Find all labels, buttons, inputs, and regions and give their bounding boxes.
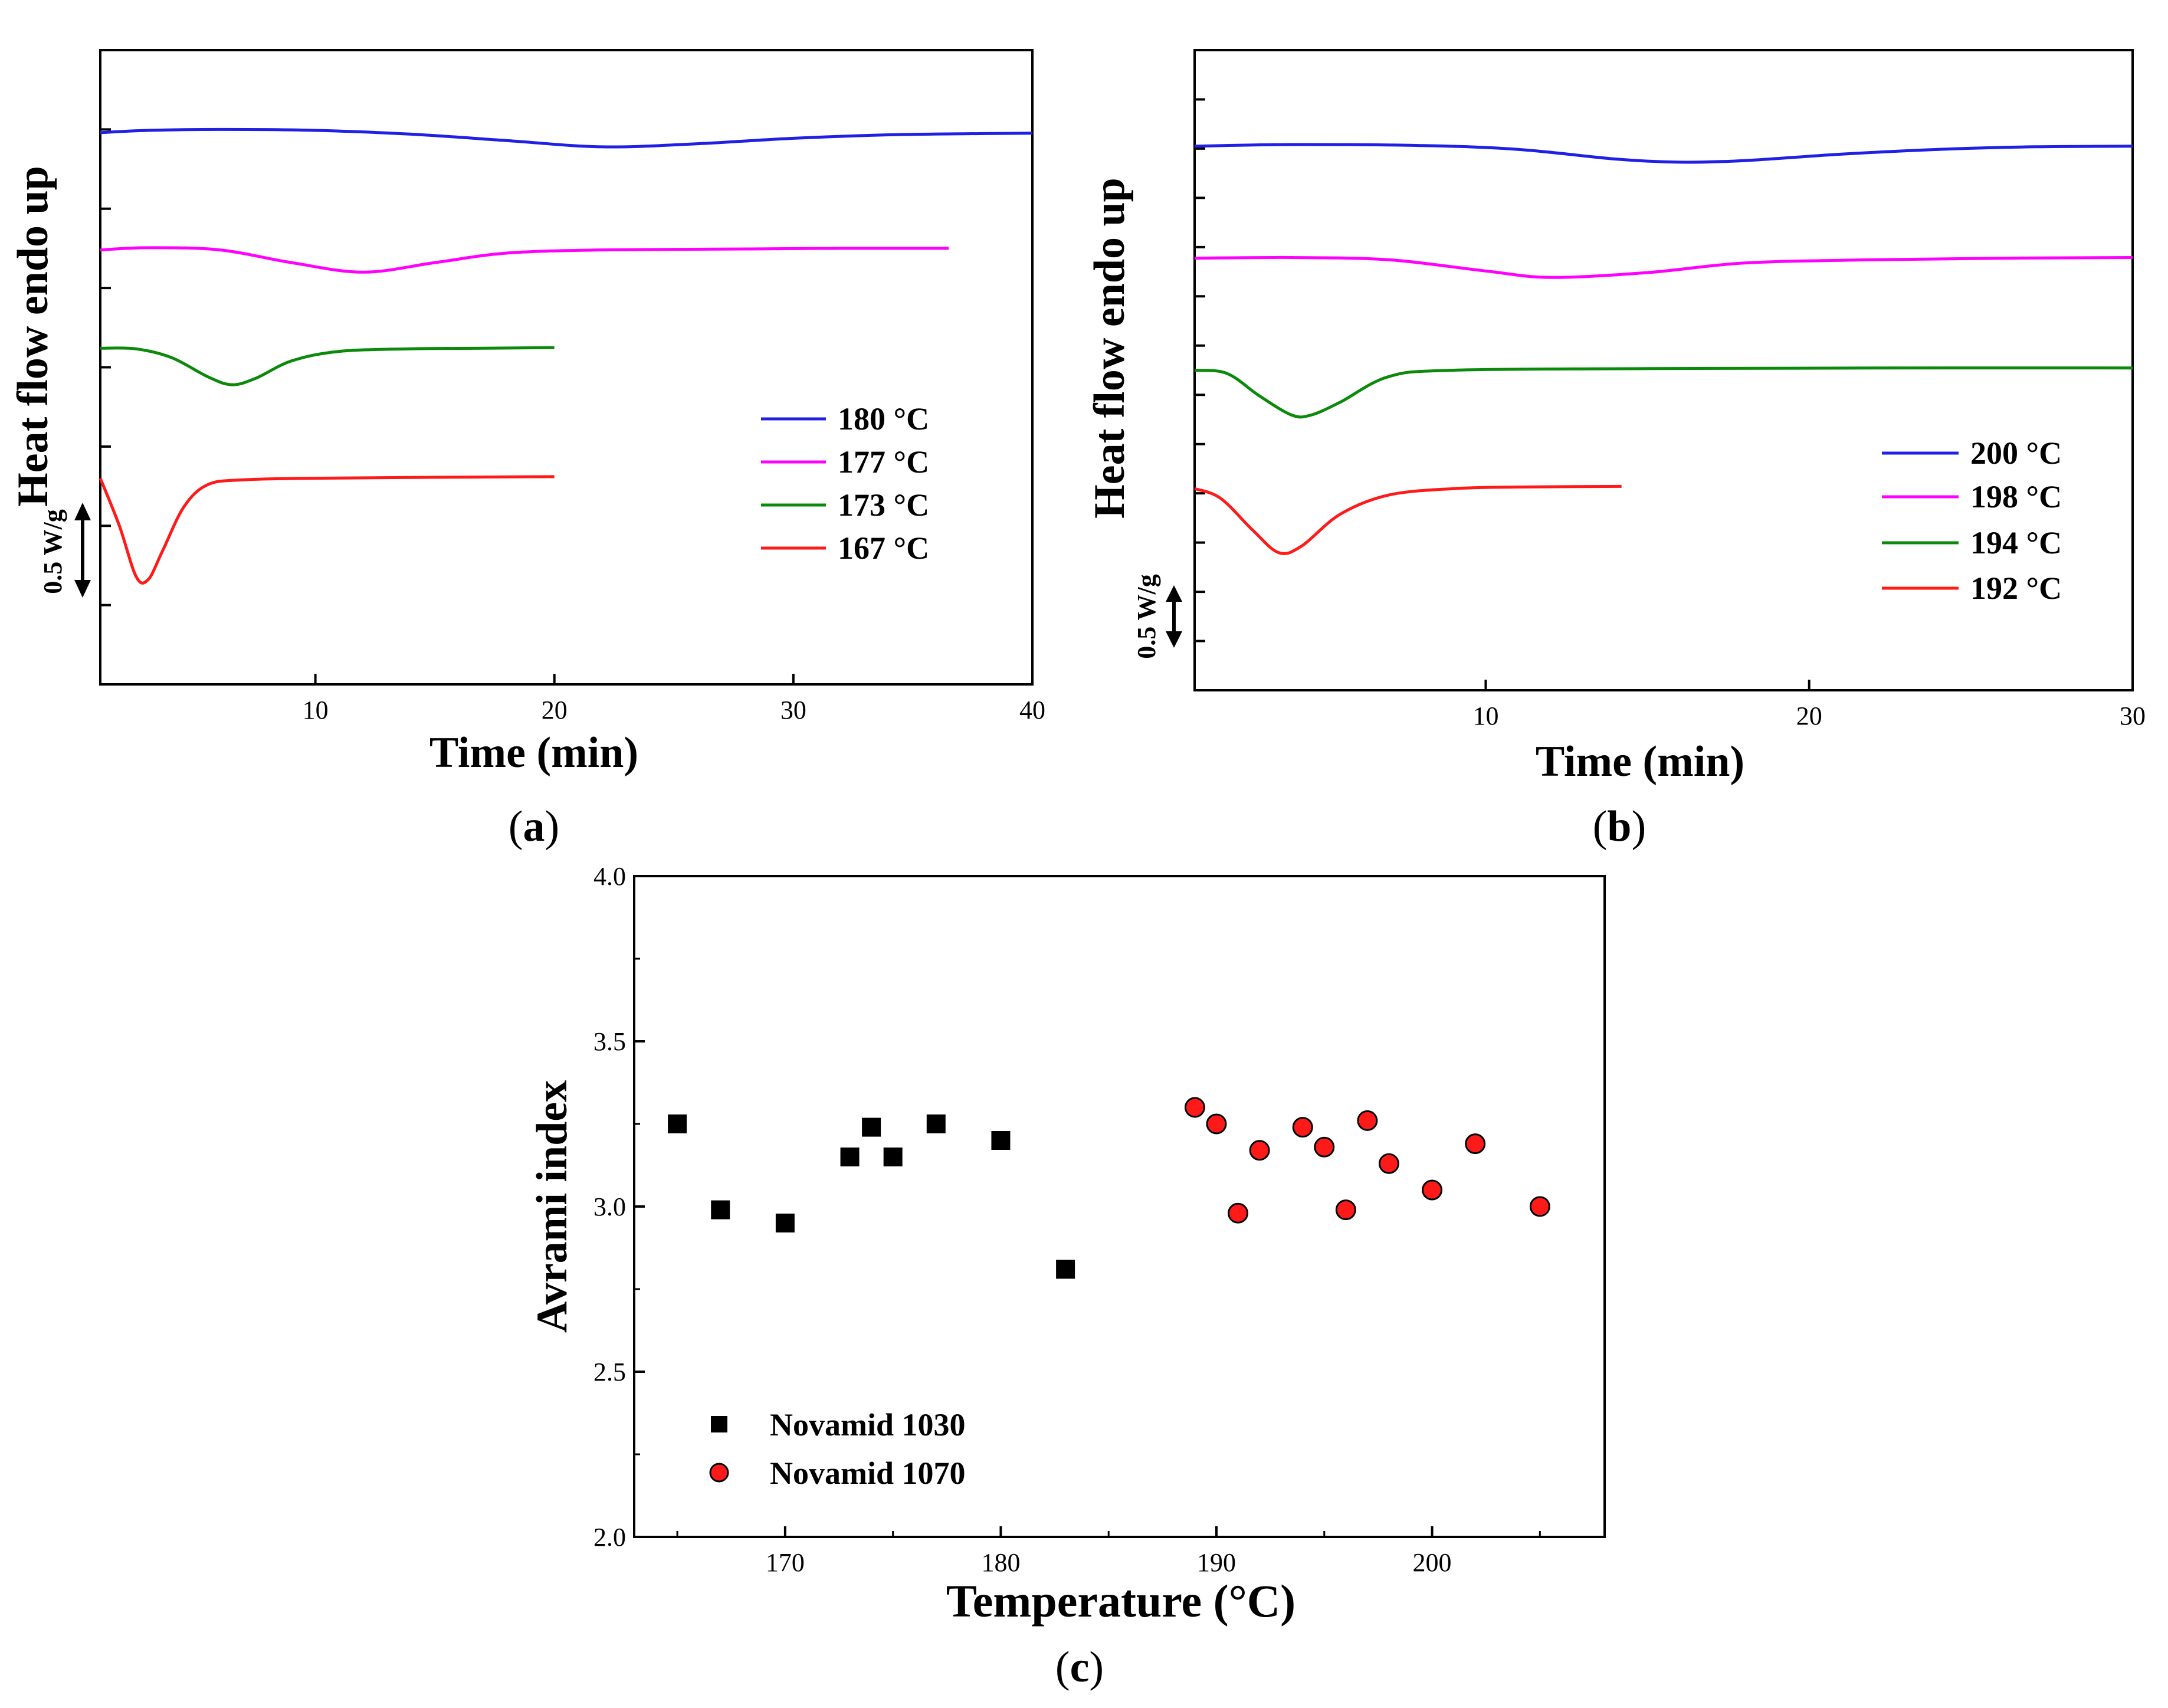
data-point-c-0-0 — [668, 1114, 687, 1133]
legend-label-a-0: 180 °C — [838, 401, 929, 437]
x-tick-label-b-2: 30 — [2120, 701, 2146, 730]
panel-label-c-close: ) — [1089, 1643, 1104, 1691]
panel-label-b: (b) — [1593, 802, 1646, 851]
ticks-c: 170 180 190 200 2.0 2.5 3.0 3.5 4.0 — [593, 862, 1541, 1577]
legend-c: Novamid 1030 Novamid 1070 — [709, 1407, 966, 1491]
panel-a: 10 20 30 40 Heat flow endo up Time (min) 0.… — [9, 49, 1045, 851]
data-point-c-1-6 — [1335, 1199, 1356, 1221]
data-point-c-1-10 — [1465, 1133, 1486, 1155]
x-tick-label-b-1: 20 — [1796, 701, 1822, 730]
data-point-c-1-11 — [1529, 1196, 1550, 1217]
scale-bar-arrowhead-top-a — [74, 503, 91, 520]
legend-label-b-2: 194 °C — [1970, 525, 2062, 560]
legend-label-b-1: 198 °C — [1970, 479, 2062, 514]
data-point-c-1-9 — [1422, 1179, 1443, 1201]
legend-marker-c-0 — [711, 1416, 727, 1432]
legend-label-a-2: 173 °C — [838, 487, 929, 523]
x-tick-label-a-0: 10 — [303, 696, 329, 724]
series-line-b-3 — [1194, 484, 1622, 555]
y-tick-label-c-4: 4.0 — [593, 862, 626, 891]
series-line-b-1 — [1194, 255, 2133, 279]
panel-label-a-open: ( — [509, 802, 523, 851]
data-point-c-1-3 — [1249, 1140, 1270, 1161]
panel-label-a-close: ) — [545, 802, 560, 851]
legend-label-b-3: 192 °C — [1970, 571, 2062, 606]
scale-bar-a: 0.5 W/g — [38, 503, 91, 598]
series-line-a-2 — [100, 346, 555, 386]
data-point-c-1-4 — [1292, 1117, 1313, 1138]
legend-b: 200 °C 198 °C 194 °C 192 °C — [1882, 435, 2062, 606]
y-tick-label-c-1: 2.5 — [593, 1358, 626, 1386]
lines-b — [1194, 143, 2133, 555]
panel-c: 170 180 190 200 2.0 2.5 3.0 3.5 4.0 Avrami index… — [528, 862, 1606, 1691]
data-point-c-1-1 — [1206, 1113, 1227, 1135]
x-axis-label-b: Time (min) — [1536, 737, 1744, 786]
data-point-c-0-7 — [991, 1131, 1011, 1150]
series-line-a-3 — [99, 475, 555, 585]
series-line-a-1 — [100, 246, 949, 274]
scale-bar-arrowhead-top-b — [1166, 585, 1182, 602]
series-line-a-0 — [100, 127, 1033, 149]
scale-bar-arrowhead-bottom-b — [1166, 631, 1182, 648]
data-point-c-0-2 — [775, 1214, 795, 1232]
panel-letter-b: b — [1607, 802, 1631, 851]
scale-bar-label-b: 0.5 W/g — [1132, 574, 1161, 658]
legend-marker-c-1 — [709, 1463, 729, 1483]
data-point-c-1-8 — [1378, 1153, 1399, 1174]
legend-label-c-1: Novamid 1070 — [770, 1455, 966, 1491]
scale-bar-label-a: 0.5 W/g — [38, 509, 67, 594]
y-axis-label-b: Heat flow endo up — [1085, 178, 1134, 519]
data-point-c-0-6 — [926, 1114, 946, 1133]
data-point-c-1-0 — [1184, 1097, 1205, 1118]
data-point-c-1-7 — [1357, 1110, 1378, 1131]
data-point-c-0-5 — [883, 1148, 903, 1166]
x-tick-label-c-2: 190 — [1197, 1548, 1236, 1577]
data-point-c-0-4 — [862, 1117, 881, 1137]
legend-label-c-0: Novamid 1030 — [770, 1407, 966, 1443]
series-line-b-2 — [1194, 366, 2133, 419]
x-axis-label-c: Temperature (°C) — [946, 1575, 1295, 1627]
y-tick-label-c-0: 2.0 — [593, 1523, 626, 1552]
y-tick-label-c-2: 3.0 — [593, 1192, 626, 1221]
panel-letter-c: c — [1070, 1643, 1090, 1691]
points-c — [668, 1097, 1550, 1279]
panel-b: 10 20 30 Heat flow endo up Time (min) 0.5 … — [1085, 49, 2146, 851]
legend-label-a-1: 177 °C — [838, 444, 929, 480]
panel-label-b-close: ) — [1632, 802, 1647, 851]
legend-label-a-3: 167 °C — [838, 530, 929, 566]
data-point-c-1-2 — [1228, 1202, 1249, 1224]
data-point-c-0-1 — [711, 1200, 730, 1219]
panel-label-a: (a) — [509, 802, 559, 851]
legend-a: 180 °C 177 °C 173 °C 167 °C — [761, 401, 929, 566]
x-tick-label-c-0: 170 — [766, 1548, 805, 1577]
panel-label-b-open: ( — [1593, 802, 1608, 851]
ticks-b: 10 20 30 — [1195, 98, 2146, 730]
y-axis-label-a: Heat flow endo up — [9, 166, 57, 507]
y-axis-label-c: Avrami index — [528, 1080, 576, 1333]
x-tick-label-a-3: 40 — [1019, 696, 1045, 724]
y-tick-label-c-3: 3.5 — [593, 1027, 626, 1056]
legend-label-b-0: 200 °C — [1970, 435, 2062, 471]
data-point-c-0-8 — [1056, 1260, 1075, 1279]
x-tick-label-c-3: 200 — [1413, 1548, 1452, 1577]
x-tick-label-a-2: 30 — [780, 696, 806, 724]
lines-a — [99, 127, 1033, 585]
x-tick-label-c-1: 180 — [981, 1548, 1020, 1577]
series-line-b-0 — [1194, 143, 2133, 164]
x-tick-label-a-1: 20 — [542, 696, 568, 724]
panel-label-c-open: ( — [1055, 1643, 1070, 1691]
data-point-c-1-5 — [1314, 1136, 1335, 1158]
x-tick-label-b-0: 10 — [1472, 701, 1498, 730]
scale-bar-b: 0.5 W/g — [1132, 574, 1182, 659]
x-axis-label-a: Time (min) — [429, 729, 638, 777]
data-point-c-0-3 — [840, 1148, 860, 1166]
panel-letter-a: a — [523, 802, 545, 851]
panel-label-c: (c) — [1055, 1643, 1104, 1691]
scale-bar-arrowhead-bottom-a — [74, 580, 91, 598]
ticks-a: 10 20 30 40 — [100, 128, 1045, 724]
